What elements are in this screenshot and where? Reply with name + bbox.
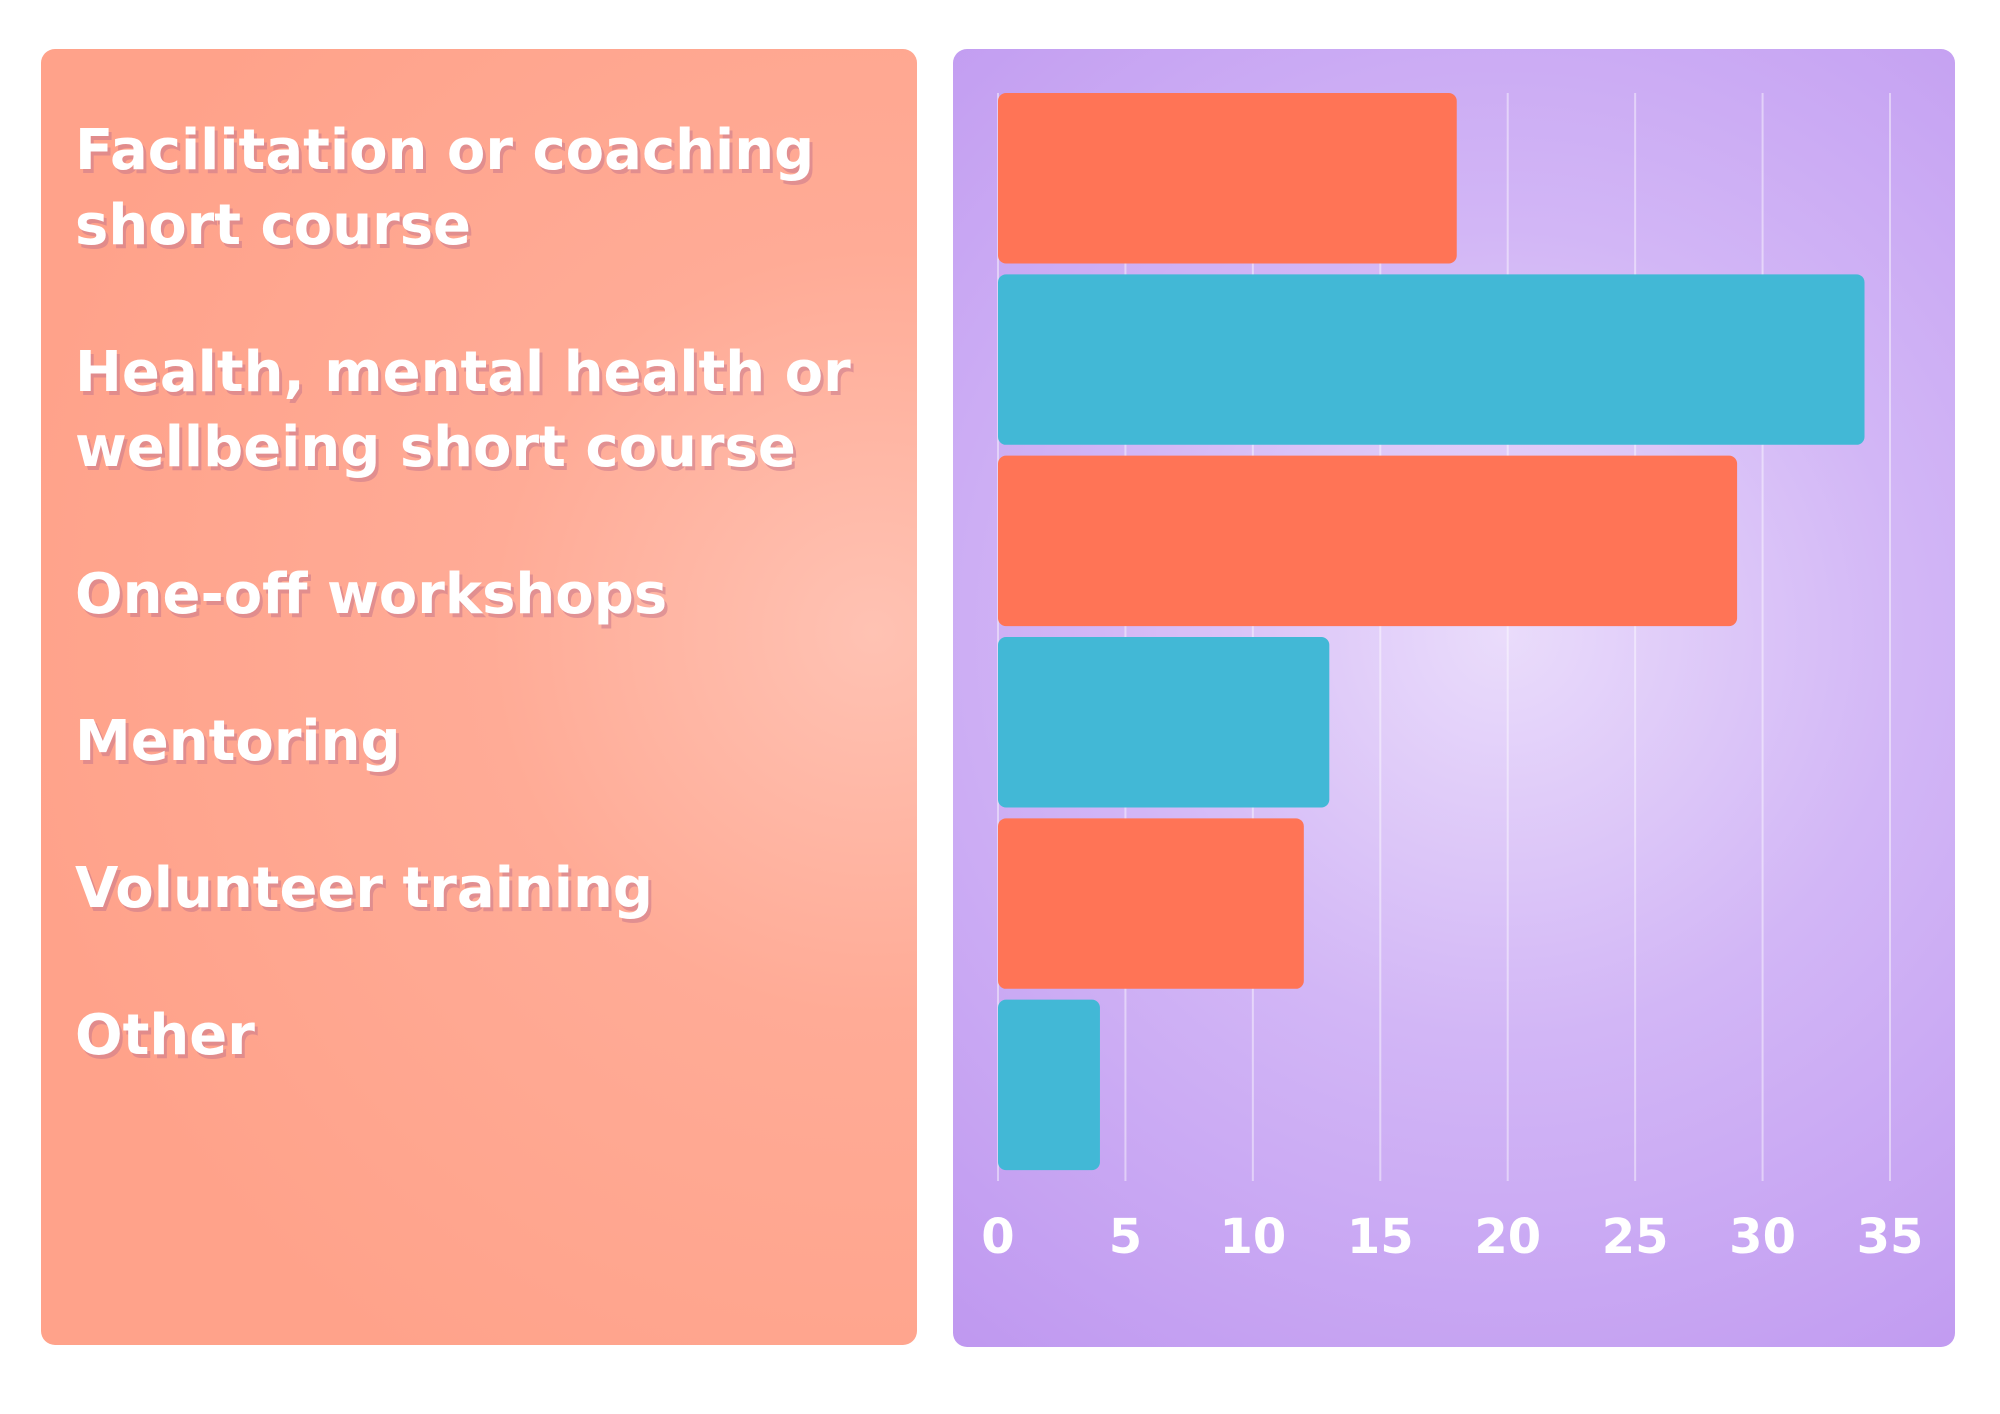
- category-label: Other: [75, 1003, 255, 1068]
- x-tick-label: 0: [981, 1209, 1014, 1265]
- bar: [998, 93, 1457, 264]
- x-tick-label: 25: [1602, 1209, 1669, 1265]
- category-label: Health, mental health or wellbeing short…: [75, 340, 851, 480]
- x-tick-label: 30: [1729, 1209, 1796, 1265]
- bar: [998, 999, 1100, 1171]
- category-label: One-off workshops: [75, 562, 668, 627]
- x-tick-label: 15: [1347, 1209, 1414, 1265]
- bar: [998, 637, 1330, 808]
- x-tick-label: 10: [1219, 1209, 1286, 1265]
- bar: [998, 274, 1865, 445]
- x-tick-label: 35: [1857, 1209, 1924, 1265]
- bar: [998, 455, 1738, 627]
- x-tick-label: 20: [1474, 1209, 1541, 1265]
- x-tick-label: 5: [1109, 1209, 1142, 1265]
- category-label: Mentoring: [75, 709, 401, 774]
- category-label: Facilitation or coaching short course: [75, 118, 815, 258]
- category-label: Volunteer training: [75, 856, 653, 921]
- bar: [998, 818, 1304, 989]
- category-labels: Facilitation or coaching short course Hea…: [75, 113, 883, 1073]
- label-panel: Facilitation or coaching short course Hea…: [41, 49, 917, 1345]
